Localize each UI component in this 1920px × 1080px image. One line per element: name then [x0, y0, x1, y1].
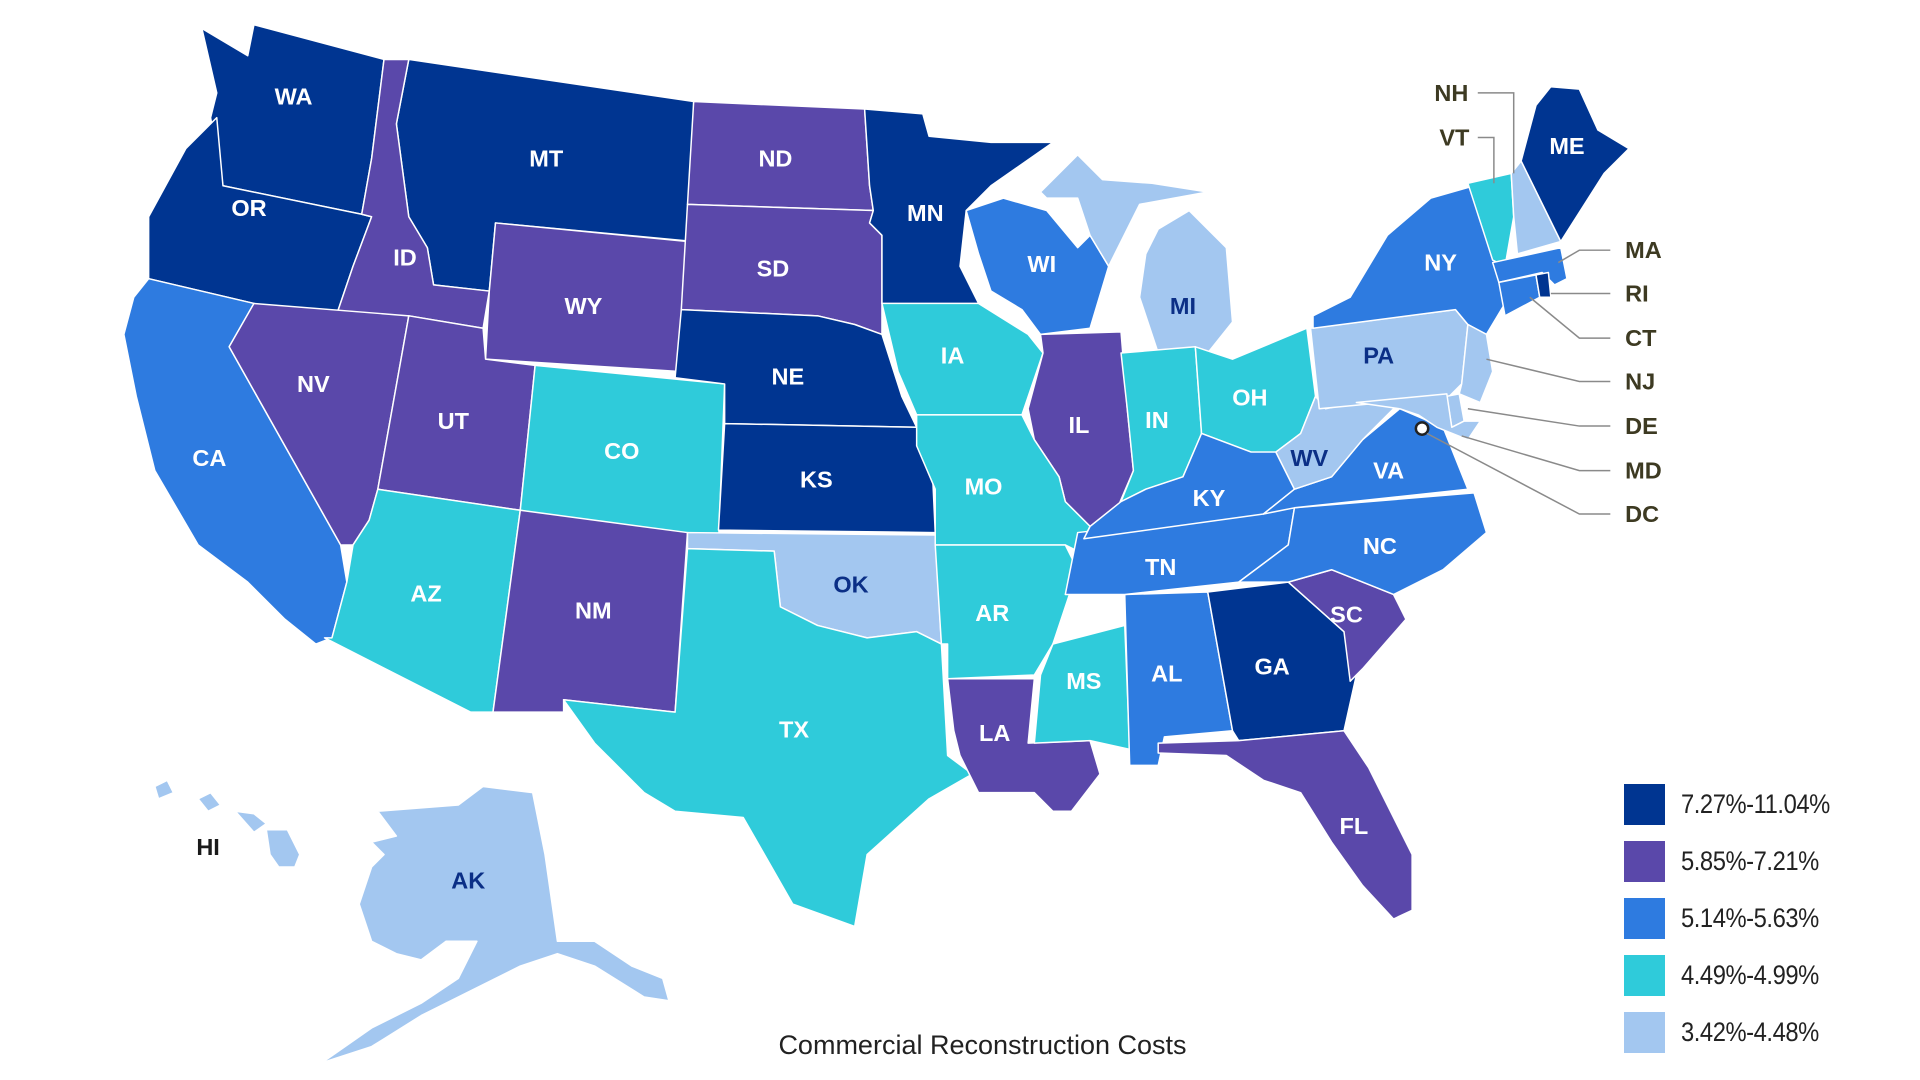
legend-label: 4.49%-4.99%: [1681, 960, 1819, 990]
state-ia[interactable]: [881, 302, 1044, 416]
dc-marker[interactable]: [1414, 421, 1430, 436]
callout-ct: CT: [1625, 325, 1657, 351]
callout-nj: NJ: [1625, 368, 1655, 394]
label-hi: HI: [196, 834, 220, 860]
state-ri[interactable]: [1535, 271, 1552, 298]
state-vt[interactable]: [1467, 172, 1515, 268]
state-tx[interactable]: [562, 547, 974, 928]
legend: 7.27%-11.04% 5.85%-7.21% 5.14%-5.63% 4.4…: [1624, 776, 1850, 1061]
callout-dc: DC: [1625, 501, 1659, 527]
state-me[interactable]: [1520, 85, 1630, 243]
state-ks[interactable]: [717, 422, 936, 534]
state-nj[interactable]: [1458, 323, 1494, 404]
callout-ma: MA: [1625, 237, 1662, 263]
callout-md: MD: [1625, 458, 1662, 484]
state-nm[interactable]: [492, 509, 689, 713]
state-nc[interactable]: [1237, 492, 1488, 596]
legend-item: 5.14%-5.63%: [1624, 890, 1850, 947]
state-nh[interactable]: [1510, 160, 1562, 255]
legend-swatch: [1624, 898, 1665, 939]
state-ct[interactable]: [1498, 274, 1541, 317]
state-nd[interactable]: [686, 100, 875, 212]
state-ak[interactable]: [321, 785, 670, 1064]
callout-ri: RI: [1625, 281, 1649, 307]
legend-label: 5.85%-7.21%: [1681, 846, 1819, 876]
legend-label: 7.27%-11.04%: [1681, 789, 1830, 819]
state-mn[interactable]: [863, 108, 1054, 305]
callout-vt: VT: [1439, 124, 1470, 150]
legend-item: 5.85%-7.21%: [1624, 833, 1850, 890]
legend-item: 4.49%-4.99%: [1624, 947, 1850, 1004]
state-wi[interactable]: [965, 197, 1110, 336]
state-wa[interactable]: [201, 24, 385, 216]
legend-swatch: [1624, 841, 1665, 882]
map-title: Commercial Reconstruction Costs: [778, 1030, 1187, 1060]
legend-swatch: [1624, 1012, 1665, 1053]
state-ne[interactable]: [674, 308, 918, 429]
legend-label: 5.14%-5.63%: [1681, 903, 1819, 933]
state-la[interactable]: [946, 677, 1101, 812]
callout-nh: NH: [1434, 80, 1468, 106]
state-ky[interactable]: [1083, 432, 1296, 540]
state-md[interactable]: [1355, 393, 1482, 441]
legend-item: 3.42%-4.48%: [1624, 1004, 1850, 1061]
state-ar[interactable]: [934, 544, 1079, 680]
legend-label: 3.42%-4.48%: [1681, 1017, 1819, 1047]
state-ms[interactable]: [1033, 624, 1131, 751]
state-fl[interactable]: [1157, 729, 1413, 920]
state-wy[interactable]: [484, 222, 689, 373]
callout-de: DE: [1625, 413, 1658, 439]
legend-item: 7.27%-11.04%: [1624, 776, 1850, 833]
legend-swatch: [1624, 784, 1665, 825]
legend-swatch: [1624, 955, 1665, 996]
state-hi[interactable]: [154, 779, 301, 868]
callout-leaders: [1426, 92, 1611, 515]
